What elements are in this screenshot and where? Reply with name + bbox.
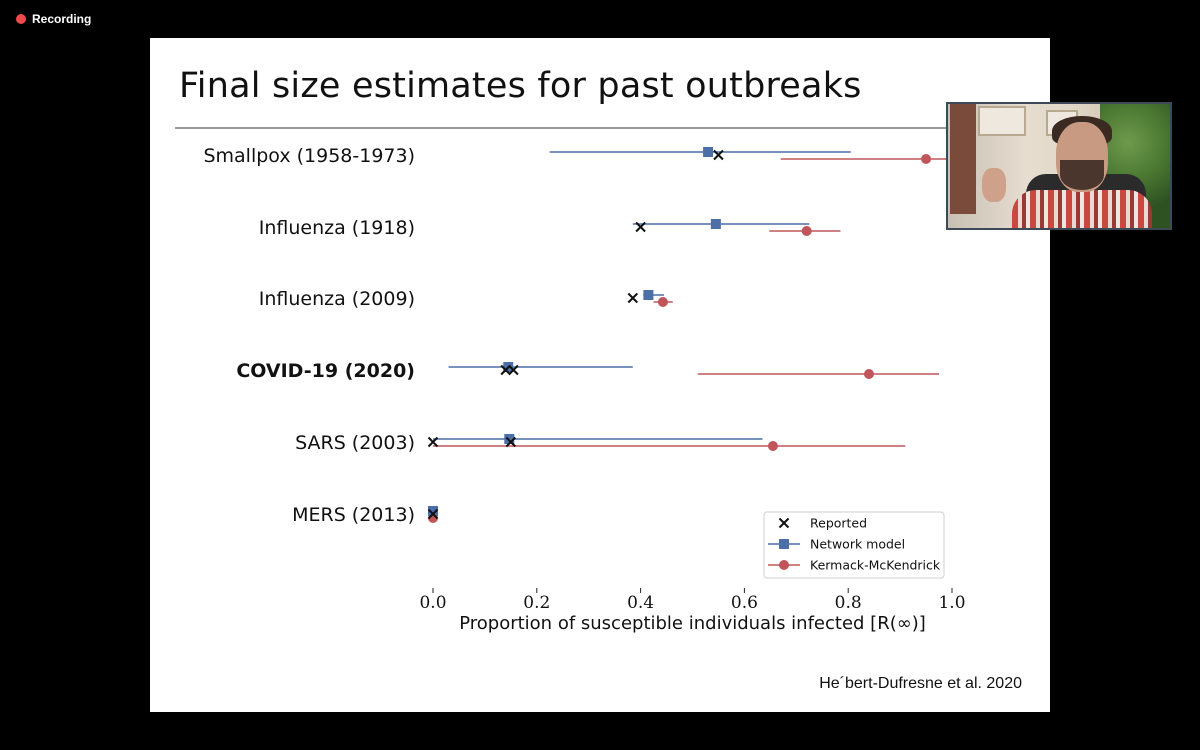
category-label: Smallpox (1958-1973) <box>203 145 415 167</box>
category-label: Influenza (1918) <box>259 217 415 239</box>
slide-title: Final size estimates for past outbreaks <box>179 66 862 106</box>
category-label: COVID-19 (2020) <box>236 360 415 382</box>
network-point <box>504 434 515 444</box>
km-point <box>801 226 812 236</box>
presenter-webcam[interactable] <box>946 102 1172 230</box>
km-point <box>921 154 932 164</box>
final-size-chart: Smallpox (1958-1973) Influenza (1918) Infl… <box>203 145 965 634</box>
x-tick-label: 1.0 <box>938 593 965 613</box>
recording-label: Recording <box>32 12 92 26</box>
reported-point <box>427 436 439 448</box>
presentation-slide: Final size estimates for past outbreaks … <box>150 38 1050 712</box>
network-point <box>643 290 654 300</box>
legend-label: Kermack-McKendrick <box>810 558 941 573</box>
title-divider <box>175 127 1050 129</box>
legend-reported-marker <box>778 517 790 529</box>
network-point <box>703 147 714 157</box>
recording-dot-icon <box>16 14 26 24</box>
legend-network-marker <box>779 539 789 549</box>
x-tick-label: 0.2 <box>523 593 550 613</box>
reported-point <box>427 508 439 520</box>
presenter-hand <box>982 168 1006 202</box>
chart-legend <box>763 511 945 579</box>
reported-point <box>627 292 639 304</box>
km-point <box>863 369 874 379</box>
category-label: Influenza (2009) <box>259 288 415 310</box>
webcam-door <box>950 104 976 214</box>
legend-km-marker <box>779 560 789 570</box>
x-tick-label: 0.8 <box>835 593 862 613</box>
slide-citation: He´bert-Dufresne et al. 2020 <box>819 675 1022 692</box>
network-point <box>428 506 438 516</box>
webcam-picture-frame <box>978 106 1026 136</box>
network-point <box>710 219 721 229</box>
km-point <box>657 297 668 307</box>
reported-point <box>635 221 646 233</box>
category-label: SARS (2003) <box>295 432 415 454</box>
reported-point <box>505 436 517 448</box>
x-tick-label: 0.4 <box>627 593 654 613</box>
category-label: MERS (2013) <box>292 504 415 526</box>
legend-label: Reported <box>810 516 867 531</box>
reported-point <box>713 149 724 161</box>
recording-indicator: Recording <box>16 12 91 26</box>
km-point <box>767 441 778 451</box>
reported-point <box>508 364 519 376</box>
x-tick-label: 0.0 <box>419 593 446 613</box>
reported-point <box>500 364 511 376</box>
legend-label: Network model <box>810 537 905 552</box>
x-tick-label: 0.6 <box>731 593 758 613</box>
presenter-shirt <box>1012 190 1152 228</box>
presenter-beard <box>1060 160 1104 190</box>
x-axis-label: Proportion of susceptible individuals in… <box>459 613 926 634</box>
